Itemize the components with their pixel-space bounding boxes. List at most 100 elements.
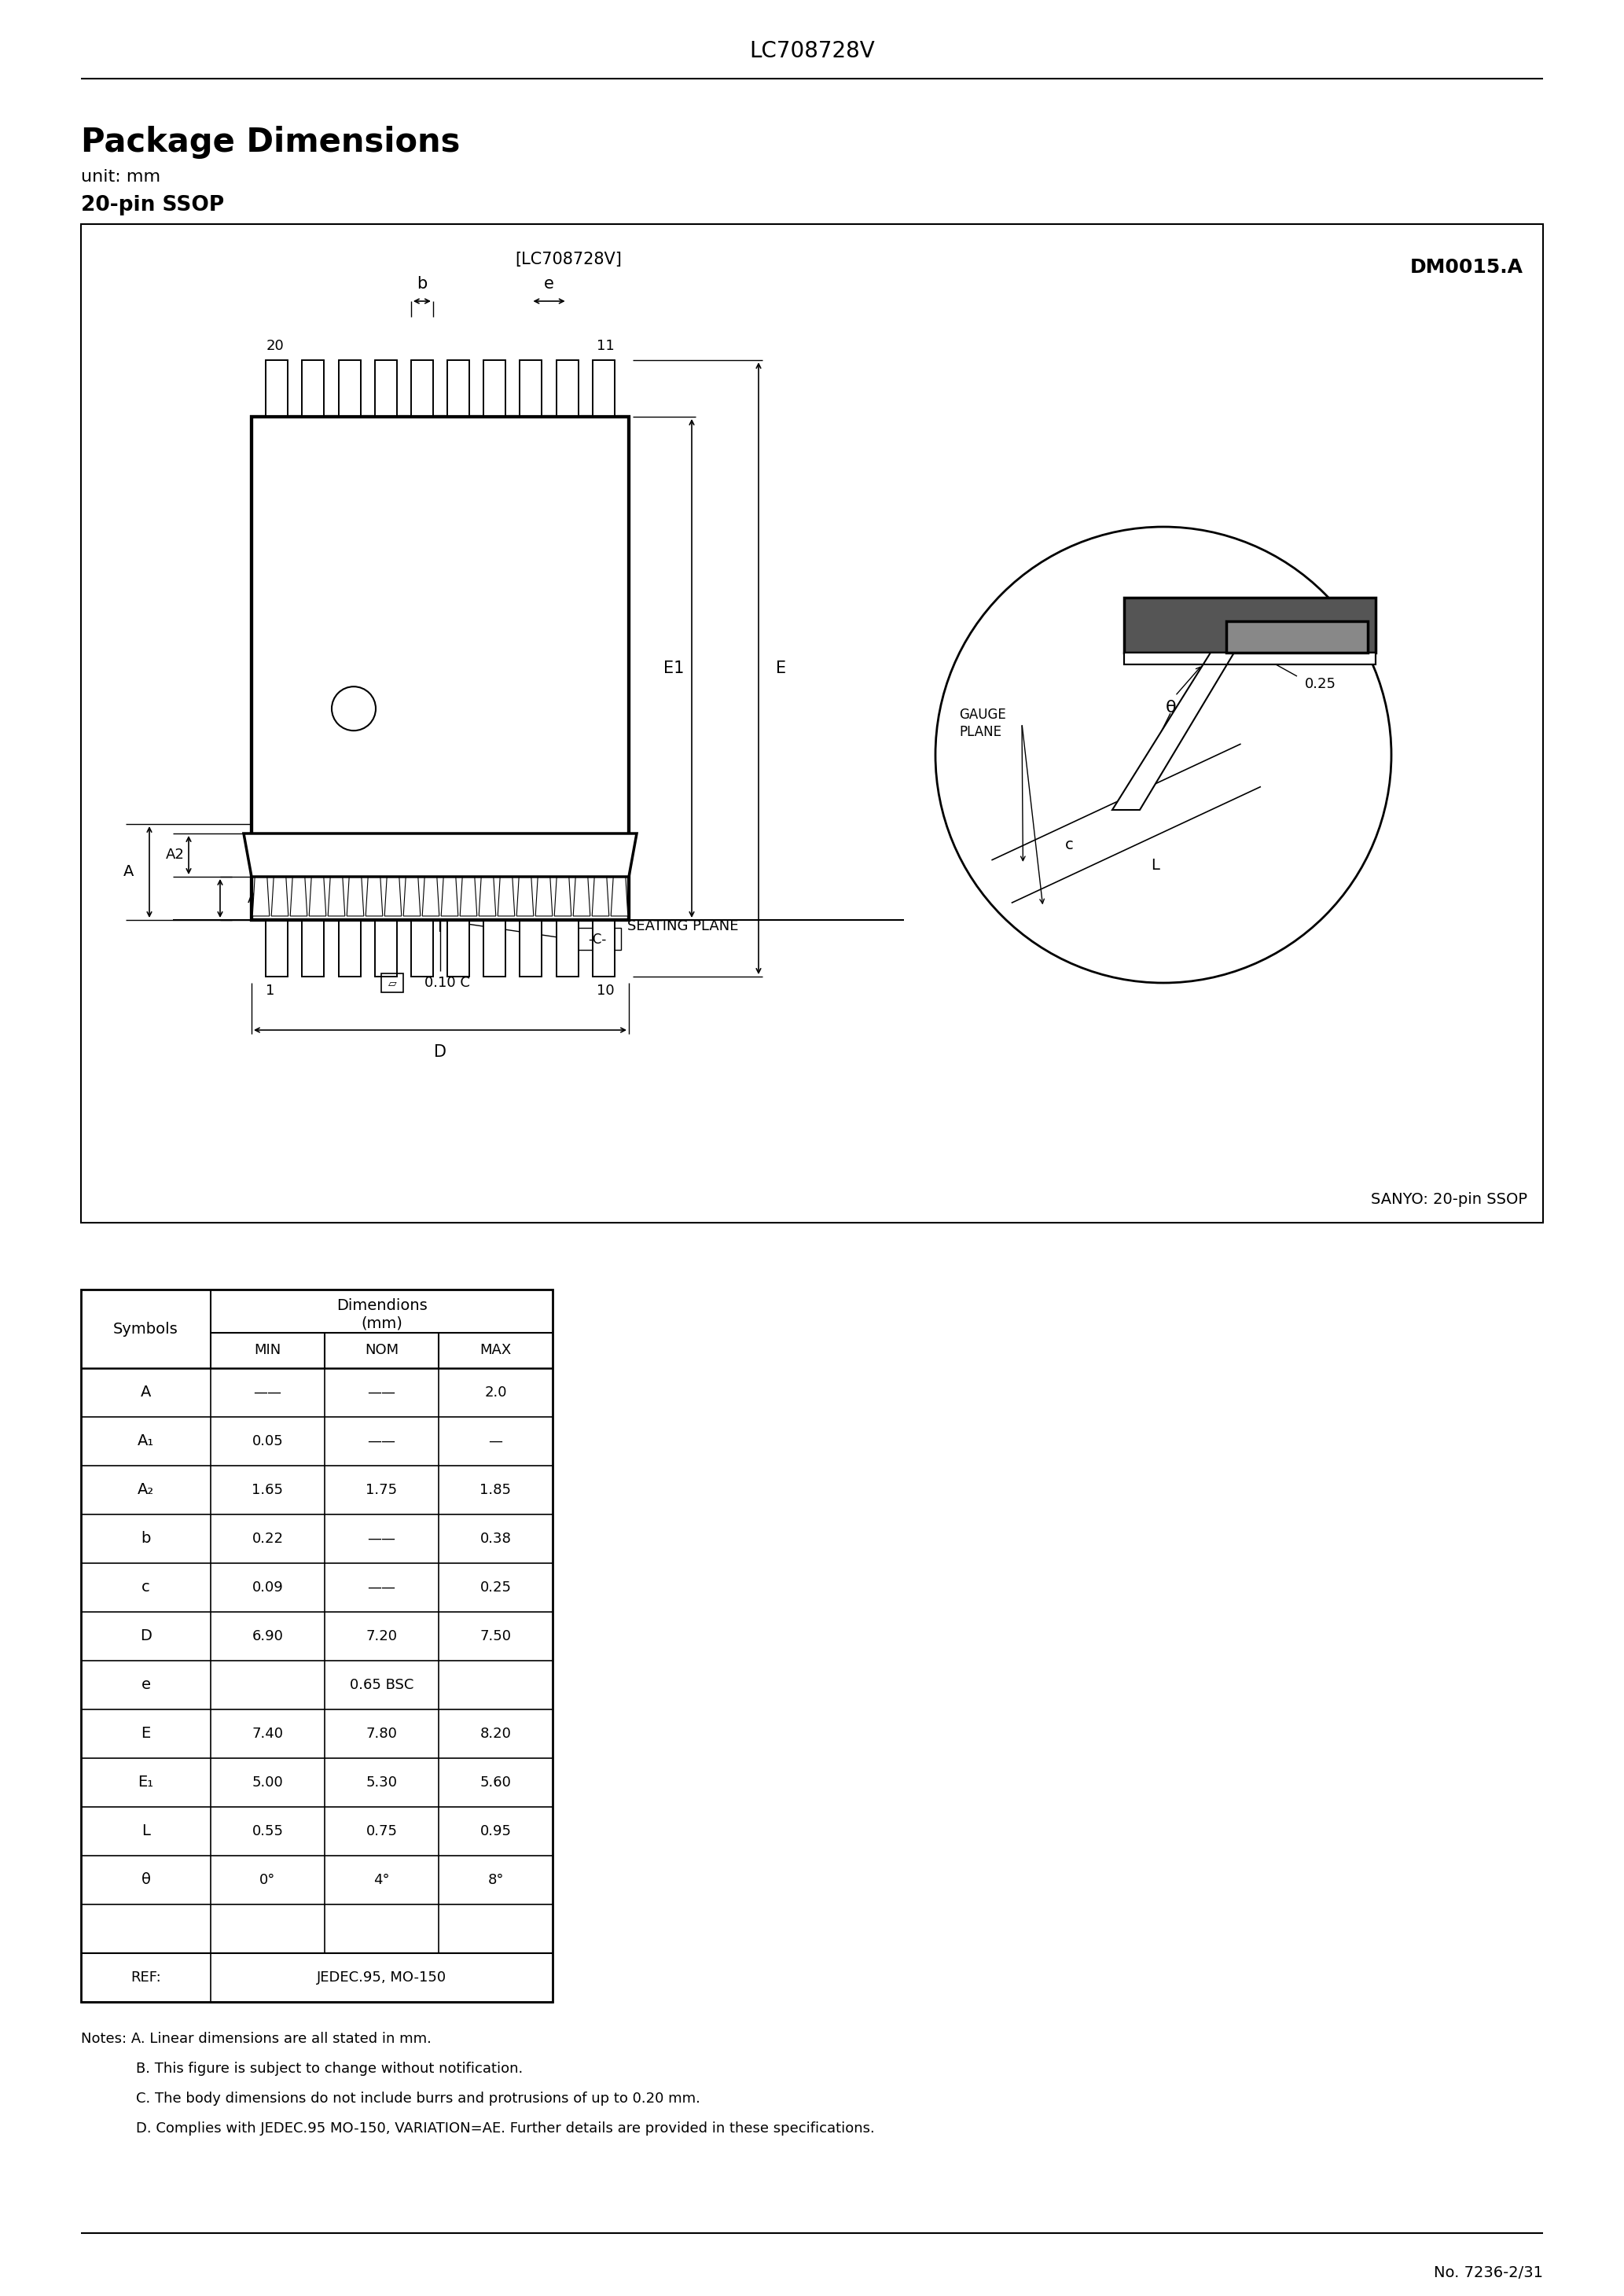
Text: E: E bbox=[776, 661, 786, 677]
Polygon shape bbox=[348, 877, 364, 916]
Bar bbox=[338, 360, 361, 418]
Polygon shape bbox=[271, 877, 289, 916]
Polygon shape bbox=[244, 833, 637, 877]
Polygon shape bbox=[385, 877, 401, 916]
Text: 0.55: 0.55 bbox=[252, 1825, 283, 1839]
Text: A: A bbox=[141, 1384, 151, 1401]
Text: [LC708728V]: [LC708728V] bbox=[515, 253, 622, 266]
Text: No. 7236-2/31: No. 7236-2/31 bbox=[1434, 2264, 1543, 2280]
Text: D: D bbox=[434, 1045, 447, 1061]
Text: ——: —— bbox=[253, 1384, 283, 1401]
Bar bbox=[484, 921, 505, 976]
Text: ——: —— bbox=[367, 1580, 396, 1596]
Bar bbox=[266, 921, 287, 976]
Text: E1: E1 bbox=[663, 661, 684, 677]
Text: unit: mm: unit: mm bbox=[81, 170, 161, 184]
Bar bbox=[573, 928, 620, 951]
Bar bbox=[593, 921, 614, 976]
Bar bbox=[338, 360, 361, 418]
Text: 8°: 8° bbox=[487, 1874, 503, 1887]
Text: 1.65: 1.65 bbox=[252, 1483, 283, 1497]
Text: 7.80: 7.80 bbox=[365, 1727, 398, 1740]
Text: ——: —— bbox=[367, 1384, 396, 1401]
Bar bbox=[338, 921, 361, 976]
Bar bbox=[447, 921, 469, 976]
Text: b: b bbox=[141, 1531, 151, 1545]
Text: REF:: REF: bbox=[130, 1970, 161, 1984]
Text: 0.38: 0.38 bbox=[481, 1531, 512, 1545]
Polygon shape bbox=[460, 877, 477, 916]
Text: 0°: 0° bbox=[260, 1874, 276, 1887]
Text: SANYO: 20-pin SSOP: SANYO: 20-pin SSOP bbox=[1371, 1192, 1527, 1208]
Text: Package Dimensions: Package Dimensions bbox=[81, 126, 460, 158]
Text: 20: 20 bbox=[266, 340, 284, 354]
Bar bbox=[1124, 652, 1376, 664]
Bar bbox=[338, 921, 361, 976]
Text: 6.90: 6.90 bbox=[252, 1630, 283, 1644]
Polygon shape bbox=[309, 877, 326, 916]
Circle shape bbox=[331, 687, 375, 730]
Text: LC708728V: LC708728V bbox=[749, 39, 875, 62]
Bar bbox=[1124, 652, 1376, 664]
Text: E: E bbox=[141, 1727, 151, 1740]
Text: E₁: E₁ bbox=[138, 1775, 154, 1791]
Bar bbox=[252, 418, 628, 921]
Polygon shape bbox=[479, 877, 495, 916]
Text: A1: A1 bbox=[247, 891, 266, 905]
Bar bbox=[375, 360, 396, 418]
Text: b: b bbox=[417, 276, 427, 292]
Text: 11: 11 bbox=[596, 340, 614, 354]
Bar bbox=[411, 360, 434, 418]
Text: 20-pin SSOP: 20-pin SSOP bbox=[81, 195, 224, 216]
Text: ▱: ▱ bbox=[388, 978, 396, 987]
Text: L: L bbox=[1151, 856, 1160, 872]
Text: 7.40: 7.40 bbox=[252, 1727, 283, 1740]
Text: 5.30: 5.30 bbox=[365, 1775, 398, 1789]
Text: c: c bbox=[141, 1580, 149, 1596]
Text: 8.20: 8.20 bbox=[481, 1727, 512, 1740]
Text: A₂: A₂ bbox=[138, 1483, 154, 1497]
Text: 0.22: 0.22 bbox=[252, 1531, 283, 1545]
Text: 0.65 BSC: 0.65 BSC bbox=[349, 1678, 414, 1692]
Polygon shape bbox=[442, 877, 458, 916]
Bar bbox=[411, 360, 434, 418]
Text: ——: —— bbox=[367, 1435, 396, 1449]
Text: 10: 10 bbox=[596, 983, 614, 999]
Text: 1: 1 bbox=[266, 983, 274, 999]
Text: (mm): (mm) bbox=[361, 1316, 403, 1332]
Polygon shape bbox=[422, 877, 438, 916]
Polygon shape bbox=[593, 877, 609, 916]
Text: Symbols: Symbols bbox=[114, 1322, 179, 1336]
Polygon shape bbox=[365, 877, 383, 916]
Text: —: — bbox=[489, 1435, 503, 1449]
Text: 4°: 4° bbox=[374, 1874, 390, 1887]
Text: θ: θ bbox=[141, 1874, 151, 1887]
Polygon shape bbox=[516, 877, 534, 916]
Bar bbox=[302, 360, 325, 418]
Text: 2.0: 2.0 bbox=[484, 1384, 507, 1401]
Polygon shape bbox=[1112, 652, 1234, 810]
Text: 5.00: 5.00 bbox=[252, 1775, 283, 1789]
Text: A2: A2 bbox=[166, 847, 185, 863]
Circle shape bbox=[935, 526, 1392, 983]
Bar bbox=[375, 921, 396, 976]
Bar bbox=[484, 921, 505, 976]
Polygon shape bbox=[536, 877, 552, 916]
Text: C. The body dimensions do not include burrs and protrusions of up to 0.20 mm.: C. The body dimensions do not include bu… bbox=[136, 2092, 700, 2105]
Bar bbox=[557, 360, 578, 418]
Text: JEDEC.95, MO-150: JEDEC.95, MO-150 bbox=[317, 1970, 447, 1984]
Bar bbox=[520, 921, 542, 976]
Text: -C-: -C- bbox=[588, 932, 606, 946]
Polygon shape bbox=[611, 877, 628, 916]
Text: 5.60: 5.60 bbox=[481, 1775, 512, 1789]
Text: Dimendions: Dimendions bbox=[336, 1300, 427, 1313]
Text: θ: θ bbox=[1166, 700, 1177, 716]
Text: D: D bbox=[140, 1628, 151, 1644]
Text: B. This figure is subject to change without notification.: B. This figure is subject to change with… bbox=[136, 2062, 523, 2076]
Bar bbox=[266, 921, 287, 976]
Text: D. Complies with JEDEC.95 MO-150, VARIATION=AE. Further details are provided in : D. Complies with JEDEC.95 MO-150, VARIAT… bbox=[136, 2122, 875, 2135]
Bar bbox=[266, 360, 287, 418]
Text: L: L bbox=[141, 1823, 149, 1839]
Bar bbox=[411, 921, 434, 976]
Polygon shape bbox=[1226, 622, 1367, 652]
